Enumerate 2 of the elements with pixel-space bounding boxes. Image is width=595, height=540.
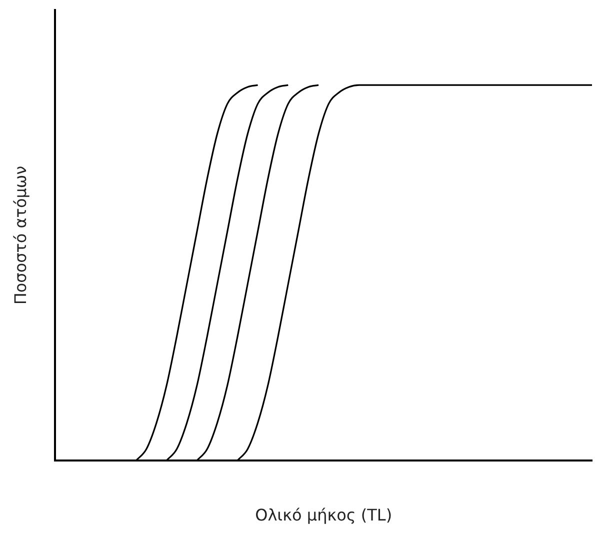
x-axis-title: Ολικό μήκος (TL) <box>255 506 392 525</box>
y-axis-title: Ποσοστό ατόμων <box>10 166 30 305</box>
